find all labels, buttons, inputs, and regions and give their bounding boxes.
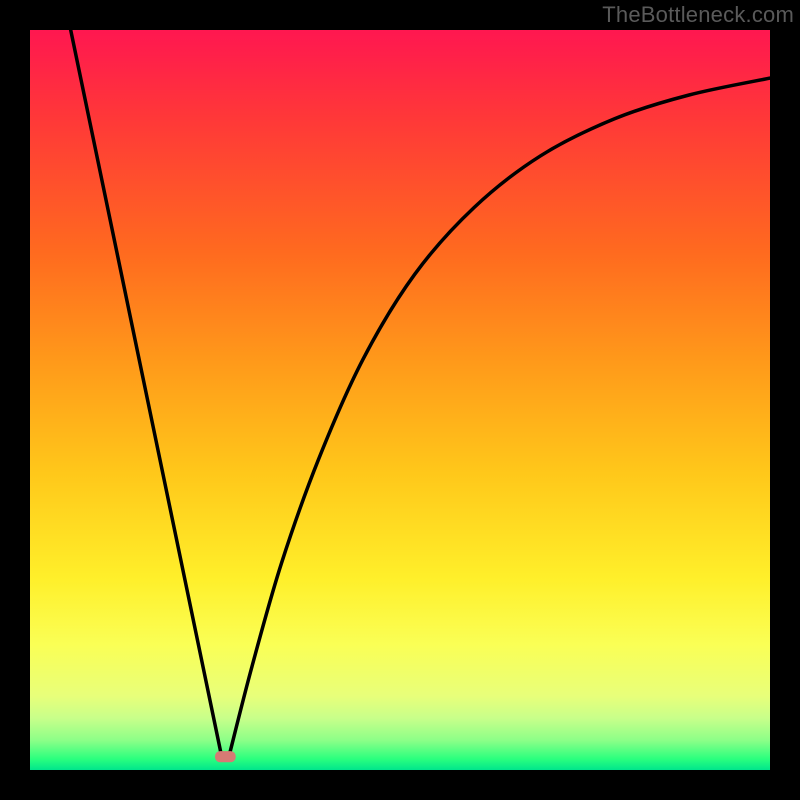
minimum-marker: [215, 751, 236, 762]
chart-frame: TheBottleneck.com: [0, 0, 800, 800]
frame-border-right: [770, 0, 800, 800]
gradient-background: [30, 30, 770, 770]
watermark-text: TheBottleneck.com: [602, 2, 794, 28]
plot-svg: [30, 30, 770, 770]
frame-border-bottom: [0, 770, 800, 800]
frame-border-left: [0, 0, 30, 800]
plot-area: [30, 30, 770, 770]
